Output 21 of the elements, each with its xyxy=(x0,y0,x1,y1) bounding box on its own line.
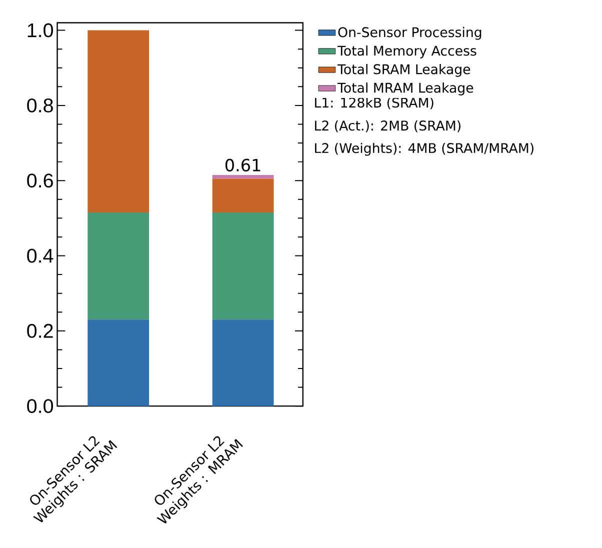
bar xyxy=(212,178,274,213)
legend-label: Total SRAM Leakage xyxy=(338,64,470,77)
text: L1: 128kB (SRAM) xyxy=(315,97,434,110)
legend-label: Total MRAM Leakage xyxy=(338,82,474,96)
bar xyxy=(88,30,150,213)
bar xyxy=(212,320,274,406)
bar xyxy=(88,320,150,406)
text: L2 (Weights): 4MB (SRAM/MRAM) xyxy=(315,142,534,156)
y-tick-label: 0.2 xyxy=(27,324,53,338)
bar xyxy=(212,212,274,320)
bar xyxy=(212,174,274,179)
text: L2 (Act.): 2MB (SRAM) xyxy=(315,120,460,132)
total-label: 0.61 xyxy=(225,158,260,172)
y-tick-label: 0.8 xyxy=(27,98,53,112)
legend-label: On-Sensor Processing xyxy=(338,26,482,40)
y-tick-label: 0.4 xyxy=(27,248,54,263)
legend-label: Total Memory Access xyxy=(338,45,476,58)
bar xyxy=(88,212,150,320)
y-tick-label: 0.6 xyxy=(27,174,53,188)
y-tick-label: 1.0 xyxy=(28,23,54,38)
y-tick-label: 0.0 xyxy=(27,399,54,414)
